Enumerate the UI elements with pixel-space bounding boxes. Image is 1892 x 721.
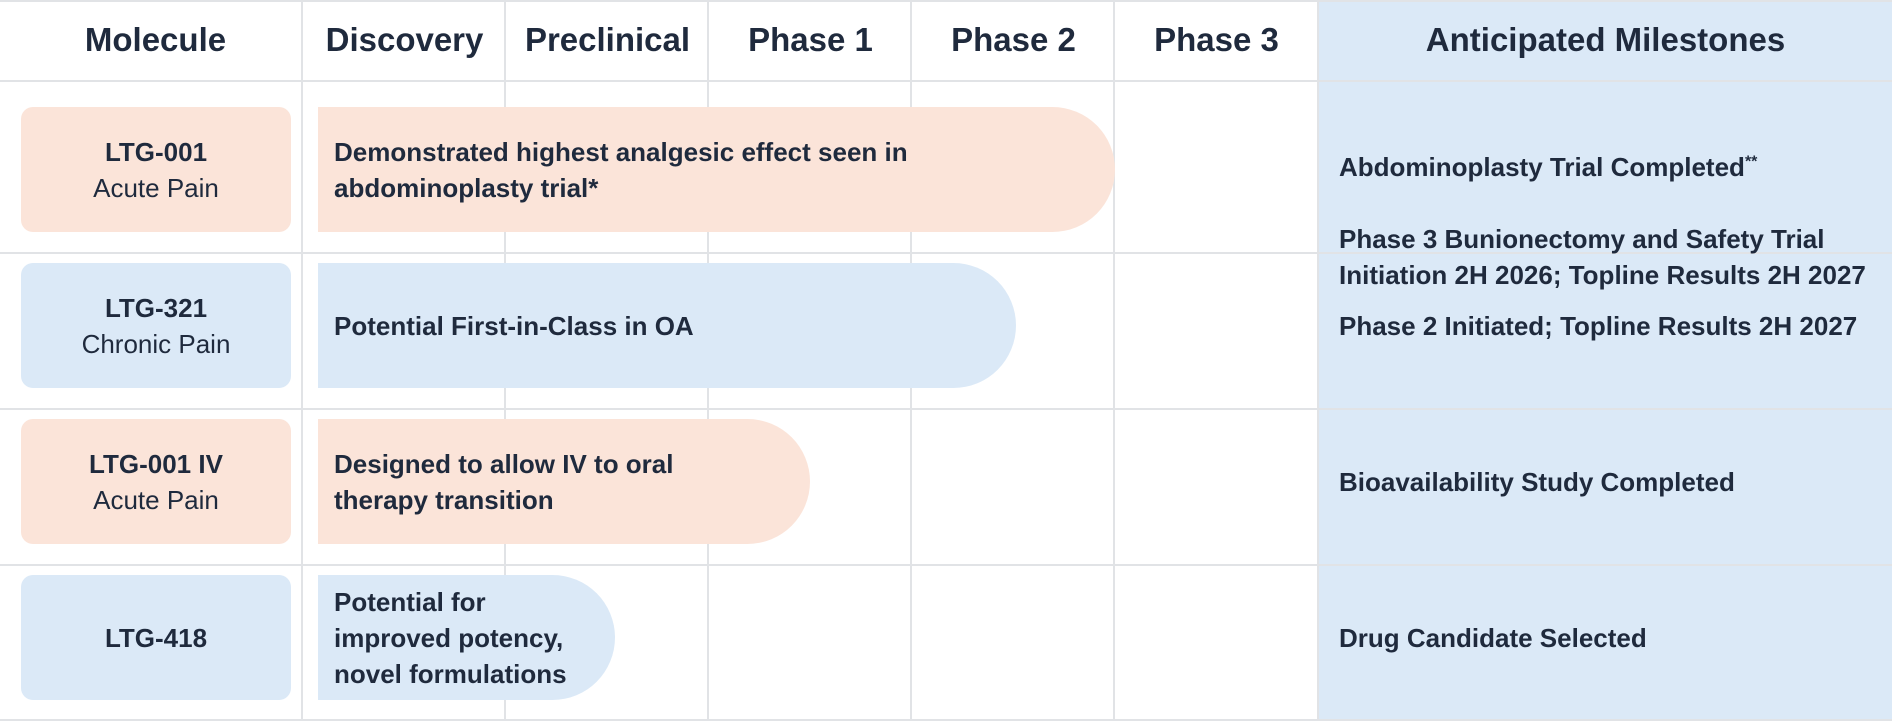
milestones-column-background <box>1319 0 1892 721</box>
milestone-ltg-001: Abdominoplasty Trial Completed** Phase 3… <box>1339 113 1889 290</box>
row-divider <box>0 564 1892 566</box>
header-anticipated-milestones: Anticipated Milestones <box>1425 21 1786 58</box>
milestone-line: Phase 3 Bunionectomy and Safety Trial In… <box>1339 224 1866 290</box>
footnote-marker: ** <box>1744 153 1758 171</box>
milestone-ltg-001-iv: Bioavailability Study Completed <box>1339 466 1735 497</box>
header-molecule: Molecule <box>84 21 227 58</box>
header-phase-1: Phase 1 <box>748 21 873 58</box>
progress-bar-description: Potential First-in-Class in OA <box>334 310 694 341</box>
progress-bar-ltg-001-iv: Designed to allow IV to oral therapy tra… <box>318 419 810 544</box>
progress-bar-ltg-001: Demonstrated highest analgesic effect se… <box>318 107 1115 232</box>
header-phase-2: Phase 2 <box>951 21 1076 58</box>
progress-bar-description: Demonstrated highest analgesic effect se… <box>334 136 908 203</box>
header-phase-3: Phase 3 <box>1154 21 1279 58</box>
milestone-ltg-418: Drug Candidate Selected <box>1339 622 1647 653</box>
column-divider <box>301 0 303 721</box>
progress-bar-ltg-321: Potential First-in-Class in OA <box>318 263 1016 388</box>
row-divider <box>0 80 1892 82</box>
molecule-card-ltg-321: LTG-321 Chronic Pain <box>21 263 291 388</box>
milestone-ltg-321: Phase 2 Initiated; Topline Results 2H 20… <box>1339 310 1858 341</box>
milestone-line: Abdominoplasty Trial Completed <box>1339 152 1745 182</box>
progress-bar-ltg-418: Potential for improved potency, novel fo… <box>318 575 615 700</box>
molecule-name: LTG-418 <box>104 622 208 653</box>
molecule-card-ltg-001: LTG-001 Acute Pain <box>21 107 291 232</box>
column-divider <box>1113 0 1115 721</box>
row-divider <box>0 0 1892 2</box>
header-discovery: Discovery <box>325 21 484 58</box>
molecule-name: LTG-001 <box>104 136 208 167</box>
molecule-indication: Acute Pain <box>93 172 219 203</box>
progress-bar-description: Designed to allow IV to oral therapy tra… <box>334 448 674 515</box>
header-preclinical: Preclinical <box>524 21 691 58</box>
molecule-indication: Acute Pain <box>93 484 219 515</box>
progress-bar-description: Potential for improved potency, novel fo… <box>334 586 567 689</box>
row-divider <box>0 719 1892 721</box>
molecule-name: LTG-001 IV <box>89 448 223 479</box>
column-divider <box>1317 0 1319 721</box>
molecule-name: LTG-321 <box>104 292 208 323</box>
molecule-indication: Chronic Pain <box>81 328 231 359</box>
molecule-card-ltg-418: LTG-418 <box>21 575 291 700</box>
molecule-card-ltg-001-iv: LTG-001 IV Acute Pain <box>21 419 291 544</box>
row-divider <box>0 408 1892 410</box>
row-divider <box>0 252 1892 254</box>
